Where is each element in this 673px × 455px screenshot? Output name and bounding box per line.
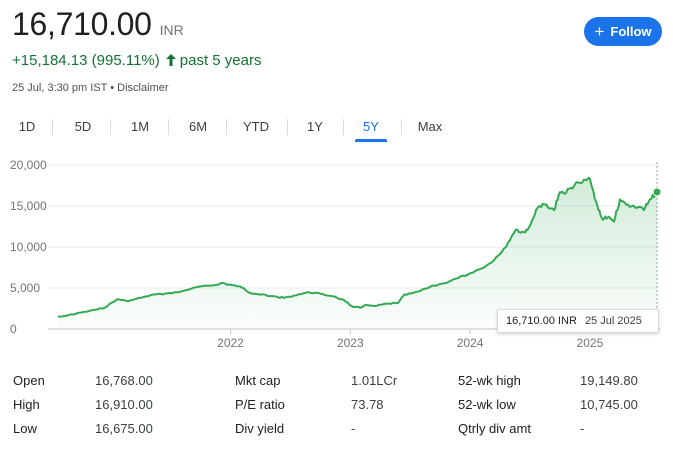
stat-value-52wk-high: 19,149.80 — [580, 373, 638, 388]
price-header: 16,710.00 INR — [12, 6, 184, 43]
tooltip-date: 25 Jul 2025 — [584, 315, 642, 327]
stat-label-div-yield: Div yield — [235, 421, 285, 436]
tab-5d[interactable]: 5D — [74, 118, 92, 134]
disclaimer-link[interactable]: Disclaimer — [117, 82, 169, 94]
stat-label-52wk-low: 52-wk low — [458, 397, 516, 412]
x-tick-label: 2022 — [217, 336, 244, 350]
tooltip-value: 16,710.00 INR — [506, 315, 577, 327]
x-tick-label: 2025 — [577, 336, 604, 350]
stat-label-low: Low — [13, 421, 37, 436]
price-change: +15,184.13 (995.11%) past 5 years — [12, 52, 261, 69]
currency-code: INR — [159, 22, 184, 38]
y-tick-label: 15,000 — [10, 199, 47, 213]
stat-label-52wk-high: 52-wk high — [458, 373, 521, 388]
y-tick-label: 5,000 — [10, 281, 40, 295]
tab-max[interactable]: Max — [417, 118, 443, 134]
y-axis-labels: 0 5,000 10,000 15,000 20,000 — [10, 158, 47, 336]
tab-divider — [226, 119, 227, 135]
stat-value-qtrly-div: - — [580, 421, 585, 436]
follow-button[interactable]: + Follow — [584, 17, 662, 46]
stat-value-52wk-low: 10,745.00 — [580, 397, 638, 412]
stat-label-qtrly-div: Qtrly div amt — [458, 421, 531, 436]
price-area-fill — [58, 177, 657, 329]
tab-divider — [343, 119, 344, 135]
tab-ytd[interactable]: YTD — [243, 118, 269, 134]
tab-6m[interactable]: 6M — [188, 118, 208, 134]
stat-label-pe-ratio: P/E ratio — [235, 397, 285, 412]
y-tick-label: 10,000 — [10, 240, 47, 254]
price-line — [57, 176, 658, 318]
plus-icon: + — [594, 22, 605, 41]
stat-value-low: 16,675.00 — [95, 421, 153, 436]
tab-1y[interactable]: 1Y — [307, 118, 323, 134]
quote-meta: 25 Jul, 3:30 pm IST • Disclaimer — [12, 82, 169, 94]
current-price: 16,710.00 — [12, 6, 152, 42]
tab-1m[interactable]: 1M — [130, 118, 150, 134]
stat-label-mkt-cap: Mkt cap — [235, 373, 281, 388]
tab-divider — [287, 119, 288, 135]
y-tick-label: 20,000 — [10, 158, 47, 172]
meta-separator: • — [110, 82, 115, 94]
cursor-dot — [652, 187, 662, 197]
range-tabs: 1D 5D 1M 6M YTD 1Y 5Y Max — [0, 112, 460, 142]
x-axis-labels: 2022 2023 2024 2025 — [217, 336, 603, 350]
x-tick-label: 2023 — [337, 336, 364, 350]
tab-divider — [168, 119, 169, 135]
x-tick-label: 2024 — [457, 336, 484, 350]
tab-divider — [401, 119, 402, 135]
stat-label-high: High — [13, 397, 40, 412]
arrow-up-icon — [165, 53, 176, 69]
stat-label-open: Open — [13, 373, 45, 388]
tab-5y[interactable]: 5Y — [355, 112, 387, 142]
stat-value-open: 16,768.00 — [95, 373, 153, 388]
tab-divider — [52, 119, 53, 135]
stat-value-high: 16,910.00 — [95, 397, 153, 412]
change-period: past 5 years — [179, 52, 262, 69]
quote-timestamp: 25 Jul, 3:30 pm IST — [12, 82, 108, 94]
tab-divider — [110, 119, 111, 135]
chart-tooltip: 16,710.00 INR 25 Jul 2025 — [497, 309, 659, 333]
stat-value-mkt-cap: 1.01LCr — [351, 373, 398, 388]
stat-value-pe-ratio: 73.78 — [351, 397, 384, 412]
stat-value-div-yield: - — [351, 421, 356, 436]
change-value: +15,184.13 (995.11%) — [12, 52, 160, 69]
y-tick-label: 0 — [10, 322, 17, 336]
follow-label: Follow — [610, 24, 652, 39]
tab-1d[interactable]: 1D — [18, 118, 36, 134]
